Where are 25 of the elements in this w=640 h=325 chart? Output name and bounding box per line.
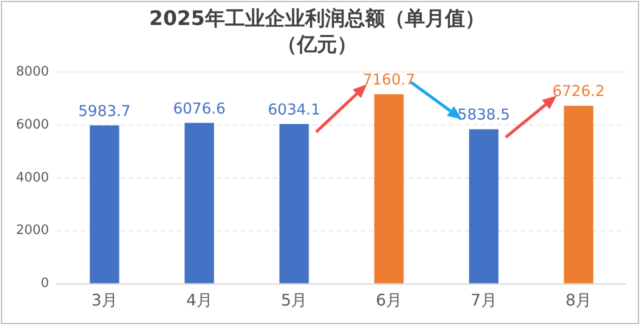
- data-label: 6726.2: [552, 82, 605, 100]
- bar: [469, 129, 498, 284]
- x-tick-label: 5月: [281, 290, 308, 310]
- x-tick-label: 4月: [186, 290, 212, 310]
- data-label: 5983.7: [78, 102, 131, 120]
- bar: [184, 122, 214, 284]
- data-label: 6034.1: [268, 100, 320, 118]
- x-tick-label: 8月: [565, 290, 592, 310]
- bar: [374, 94, 404, 284]
- chart-subtitle: （亿元）: [277, 32, 357, 56]
- y-tick-label: 2000: [16, 223, 50, 238]
- x-tick-label: 3月: [91, 290, 118, 310]
- bar: [90, 125, 120, 284]
- x-tick-label: 6月: [376, 290, 402, 310]
- bar: [564, 106, 594, 284]
- bar: [279, 124, 309, 284]
- chart-title: 2025年工业企业利润总额（单月值）: [149, 6, 485, 30]
- data-label: 7160.7: [362, 70, 416, 89]
- y-tick-label: 4000: [16, 170, 50, 186]
- y-tick-label: 6000: [16, 117, 50, 132]
- y-tick-label: 8000: [16, 64, 50, 80]
- x-tick-label: 7月: [470, 290, 497, 310]
- data-label: 5838.5: [458, 106, 510, 124]
- data-label: 6076.6: [173, 99, 226, 118]
- y-tick-label: 0: [40, 276, 50, 292]
